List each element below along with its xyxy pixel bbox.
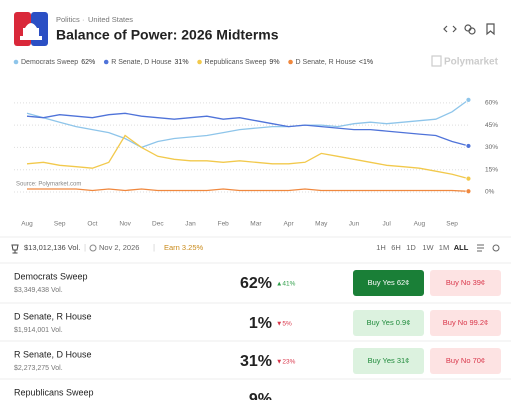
legend-name: D Senate, R House	[296, 59, 356, 66]
time-range[interactable]: ALL	[454, 243, 469, 252]
volume: $13,012,136 Vol.	[24, 243, 80, 252]
outcomes: Democrats Sweep $3,349,438 Vol. 62% ▲41% Buy…	[0, 262, 511, 400]
legend-value: 62%	[81, 59, 95, 66]
header-icons[interactable]	[443, 23, 495, 36]
buy-yes-label[interactable]: Buy Yes 62¢	[368, 278, 410, 287]
series-line	[27, 188, 469, 192]
outcome-change: ▲41%	[276, 281, 296, 288]
market-icon	[14, 12, 48, 46]
legend-name: R Senate, D House	[111, 59, 171, 66]
y-tick-label: 0%	[485, 189, 495, 196]
legend-dot	[13, 59, 19, 65]
outcome-volume: $3,349,438 Vol.	[14, 287, 63, 294]
x-tick-label: Nov	[119, 221, 131, 228]
y-tick-label: 45%	[485, 122, 498, 129]
time-range[interactable]: 1M	[439, 243, 449, 252]
buy-no-button[interactable]	[430, 348, 501, 374]
x-tick-label: Sep	[54, 221, 66, 228]
buy-no-label[interactable]: Buy No 99.2¢	[443, 318, 488, 327]
outcome-name: D Senate, R House	[14, 311, 92, 321]
x-tick-label: Apr	[284, 221, 295, 228]
legend-name: Republicans Sweep	[205, 59, 267, 66]
x-tick-label: Jan	[185, 221, 196, 228]
source: Source: Polymarket.com	[16, 182, 81, 188]
legend-dot	[103, 59, 109, 65]
legend-value: 31%	[175, 59, 189, 66]
x-tick-label: Jul	[383, 221, 392, 228]
x-tick-label: Dec	[152, 221, 164, 228]
buy-no-button[interactable]	[430, 270, 501, 296]
legend-value: <1%	[359, 59, 373, 66]
y-tick-label: 30%	[485, 144, 498, 151]
legend-value: 9%	[269, 59, 279, 66]
outcome-change: ▼23%	[276, 359, 296, 366]
time-range[interactable]: 1W	[422, 243, 434, 252]
legend: Democrats Sweep 62% R Senate, D House 31% Re…	[13, 59, 373, 66]
outcome-percent: 1%	[249, 315, 272, 332]
clock-icon	[89, 244, 97, 252]
breadcrumb[interactable]: United States	[88, 15, 133, 24]
title: Balance of Power: 2026 Midterms	[56, 27, 279, 43]
buy-yes-label[interactable]: Buy Yes 31¢	[368, 356, 410, 365]
x-tick-label: May	[315, 221, 328, 228]
outcome-volume: $1,914,001 Vol.	[14, 327, 63, 334]
end-marker	[465, 96, 472, 103]
buy-yes-button[interactable]	[353, 270, 424, 296]
buy-no-button[interactable]	[430, 310, 501, 336]
end-marker	[465, 188, 472, 195]
end-marker	[465, 143, 472, 149]
outcome-percent: 9%	[249, 391, 272, 400]
series-line	[26, 134, 469, 180]
end-date: Nov 2, 2026	[99, 243, 139, 252]
time-range[interactable]: 1D	[406, 243, 416, 252]
buy-yes-button[interactable]	[353, 348, 424, 374]
buy-yes-label[interactable]: Buy Yes 0.9¢	[367, 318, 411, 327]
x-tick-label: Sep	[446, 221, 458, 228]
buy-no-label[interactable]: Buy No 70¢	[446, 356, 485, 365]
series-line	[26, 112, 469, 147]
x-tick-label: Jun	[349, 221, 360, 228]
outcome-name: Republicans Sweep	[14, 387, 94, 397]
y-tick-label: 15%	[485, 166, 498, 173]
time-ranges: 1H 6H 1D 1W 1M ALL	[376, 243, 468, 252]
legend-dot	[197, 59, 202, 65]
x-tick-label: Feb	[218, 221, 230, 228]
outcome-percent: 62%	[240, 275, 272, 292]
outcome-change: ▼5%	[276, 321, 292, 328]
earn[interactable]: Earn 3.25%	[164, 243, 204, 252]
trophy-icon	[11, 244, 19, 254]
buy-yes-button[interactable]	[353, 310, 424, 336]
brand: Polymarket	[431, 55, 499, 68]
buy-no-label[interactable]: Buy No 39¢	[446, 278, 485, 287]
outcome-percent: 31%	[240, 353, 272, 370]
legend-dot	[288, 59, 293, 65]
end-marker	[465, 175, 472, 182]
separator: ·	[82, 15, 85, 24]
chart-settings[interactable]	[477, 244, 500, 252]
y-tick-label: 60%	[485, 100, 498, 107]
breadcrumb[interactable]: Politics	[56, 15, 80, 24]
x-tick-label: Mar	[250, 221, 262, 228]
legend-name: Democrats Sweep	[21, 59, 78, 66]
outcome-name: R Senate, D House	[14, 349, 92, 359]
series-line	[26, 99, 469, 149]
brand-name: Polymarket	[444, 57, 499, 68]
x-tick-label: Aug	[414, 221, 426, 228]
time-range[interactable]: 6H	[391, 243, 401, 252]
x-tick-label: Oct	[87, 221, 97, 228]
x-tick-label: Aug	[21, 221, 33, 228]
separator: |	[153, 243, 155, 252]
outcome-name: Democrats Sweep	[14, 271, 88, 281]
chart: 0% 15% 30% 45% 60% Aug Sep Oct Nov Dec Jan Feb Mar Ap…	[14, 96, 498, 228]
outcome-volume: $2,273,275 Vol.	[14, 365, 63, 372]
separator: |	[84, 243, 86, 252]
time-range[interactable]: 1H	[376, 243, 386, 252]
